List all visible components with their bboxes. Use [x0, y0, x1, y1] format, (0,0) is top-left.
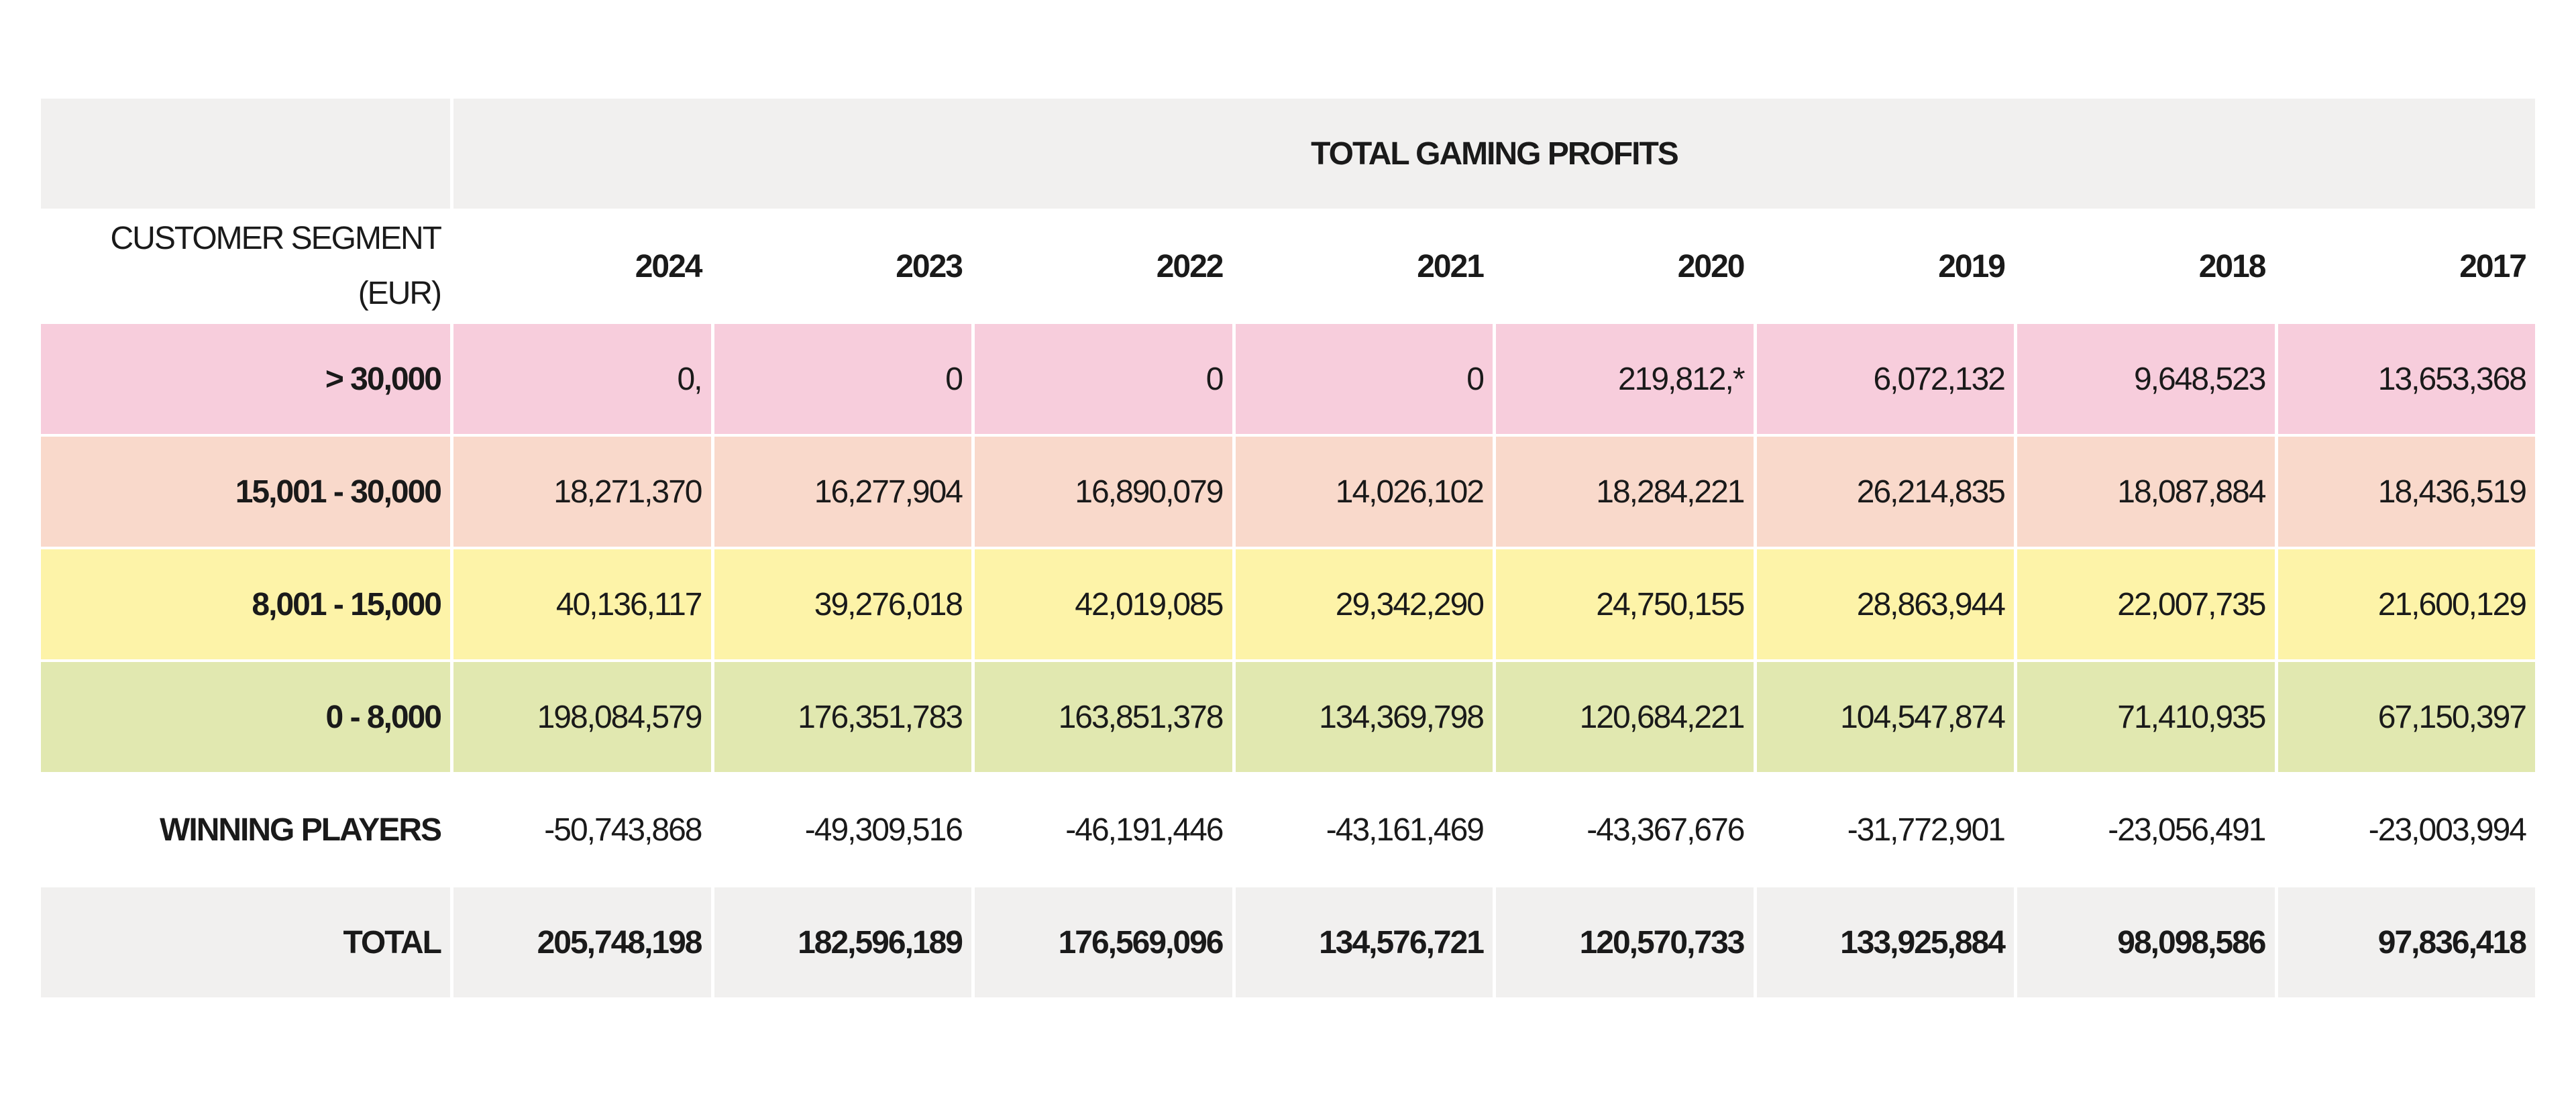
segment-header-line: (EUR): [358, 276, 442, 311]
value-cell: 134,576,721: [1235, 887, 1493, 997]
value-cell: 120,570,733: [1496, 887, 1754, 997]
year-header: 2017: [2459, 248, 2527, 284]
row-label: 15,001 - 30,000: [41, 437, 450, 547]
value-cell: 18,284,221: [1496, 437, 1754, 547]
value-cell: 29,342,290: [1235, 549, 1493, 659]
value-cell: -50,743,868: [544, 812, 702, 848]
value-cell: 9,648,523: [2017, 324, 2275, 434]
value-cell: 71,410,935: [2017, 662, 2275, 772]
value-cell: 18,271,370: [453, 437, 711, 547]
value-cell: 176,351,783: [714, 662, 971, 772]
year-header: 2024: [635, 248, 703, 284]
value-cell: 198,084,579: [453, 662, 711, 772]
value-cell: 16,890,079: [975, 437, 1232, 547]
value-cell: -49,309,516: [804, 812, 963, 848]
value-cell: 0: [1235, 324, 1493, 434]
year-header: 2020: [1677, 248, 1746, 284]
value-cell: 182,596,189: [714, 887, 971, 997]
value-cell: 176,569,096: [975, 887, 1232, 997]
value-cell: 18,436,519: [2277, 437, 2535, 547]
value-cell: 0: [975, 324, 1232, 434]
value-cell: 16,277,904: [714, 437, 971, 547]
row-label: > 30,000: [41, 324, 450, 434]
value-cell: 13,653,368: [2277, 324, 2535, 434]
value-cell: 22,007,735: [2017, 549, 2275, 659]
profits-table: TOTAL GAMING PROFITS CUSTOMER SEGMENT (E…: [41, 99, 2535, 997]
value-cell: 24,750,155: [1496, 549, 1754, 659]
value-cell: 133,925,884: [1756, 887, 2014, 997]
row-label: TOTAL: [41, 887, 450, 997]
row-label: 0 - 8,000: [41, 662, 450, 772]
value-cell: 14,026,102: [1235, 437, 1493, 547]
value-cell: -23,056,491: [2108, 812, 2266, 848]
value-cell: 28,863,944: [1756, 549, 2014, 659]
value-cell: 205,748,198: [453, 887, 711, 997]
value-cell: 104,547,874: [1756, 662, 2014, 772]
value-cell: 0: [714, 324, 971, 434]
value-cell: 0,: [453, 324, 711, 434]
value-cell: 18,087,884: [2017, 437, 2275, 547]
year-header: 2021: [1417, 248, 1485, 284]
value-cell: 67,150,397: [2277, 662, 2535, 772]
value-cell: 40,136,117: [453, 549, 711, 659]
value-cell: 134,369,798: [1235, 662, 1493, 772]
year-header: 2022: [1156, 248, 1224, 284]
value-cell: 97,836,418: [2277, 887, 2535, 997]
value-cell: 163,851,378: [975, 662, 1232, 772]
value-cell: -43,161,469: [1326, 812, 1485, 848]
row-label: 8,001 - 15,000: [41, 549, 450, 659]
value-cell: 26,214,835: [1756, 437, 2014, 547]
corner-cell: [41, 99, 450, 209]
year-header: 2019: [1938, 248, 2006, 284]
year-header: 2018: [2198, 248, 2267, 284]
value-cell: 98,098,586: [2017, 887, 2275, 997]
row-label: WINNING PLAYERS: [160, 812, 442, 848]
table-title: TOTAL GAMING PROFITS: [453, 99, 2535, 209]
value-cell: -23,003,994: [2368, 812, 2527, 848]
value-cell: 39,276,018: [714, 549, 971, 659]
segment-header: CUSTOMER SEGMENT (EUR): [41, 211, 450, 321]
value-cell: -43,367,676: [1587, 812, 1745, 848]
value-cell: 21,600,129: [2277, 549, 2535, 659]
value-cell: 6,072,132: [1756, 324, 2014, 434]
year-header: 2023: [896, 248, 963, 284]
segment-header-line: CUSTOMER SEGMENT: [110, 221, 442, 256]
value-cell: -46,191,446: [1065, 812, 1224, 848]
value-cell: 219,812,*: [1496, 324, 1754, 434]
value-cell: -31,772,901: [1847, 812, 2006, 848]
value-cell: 42,019,085: [975, 549, 1232, 659]
value-cell: 120,684,221: [1496, 662, 1754, 772]
